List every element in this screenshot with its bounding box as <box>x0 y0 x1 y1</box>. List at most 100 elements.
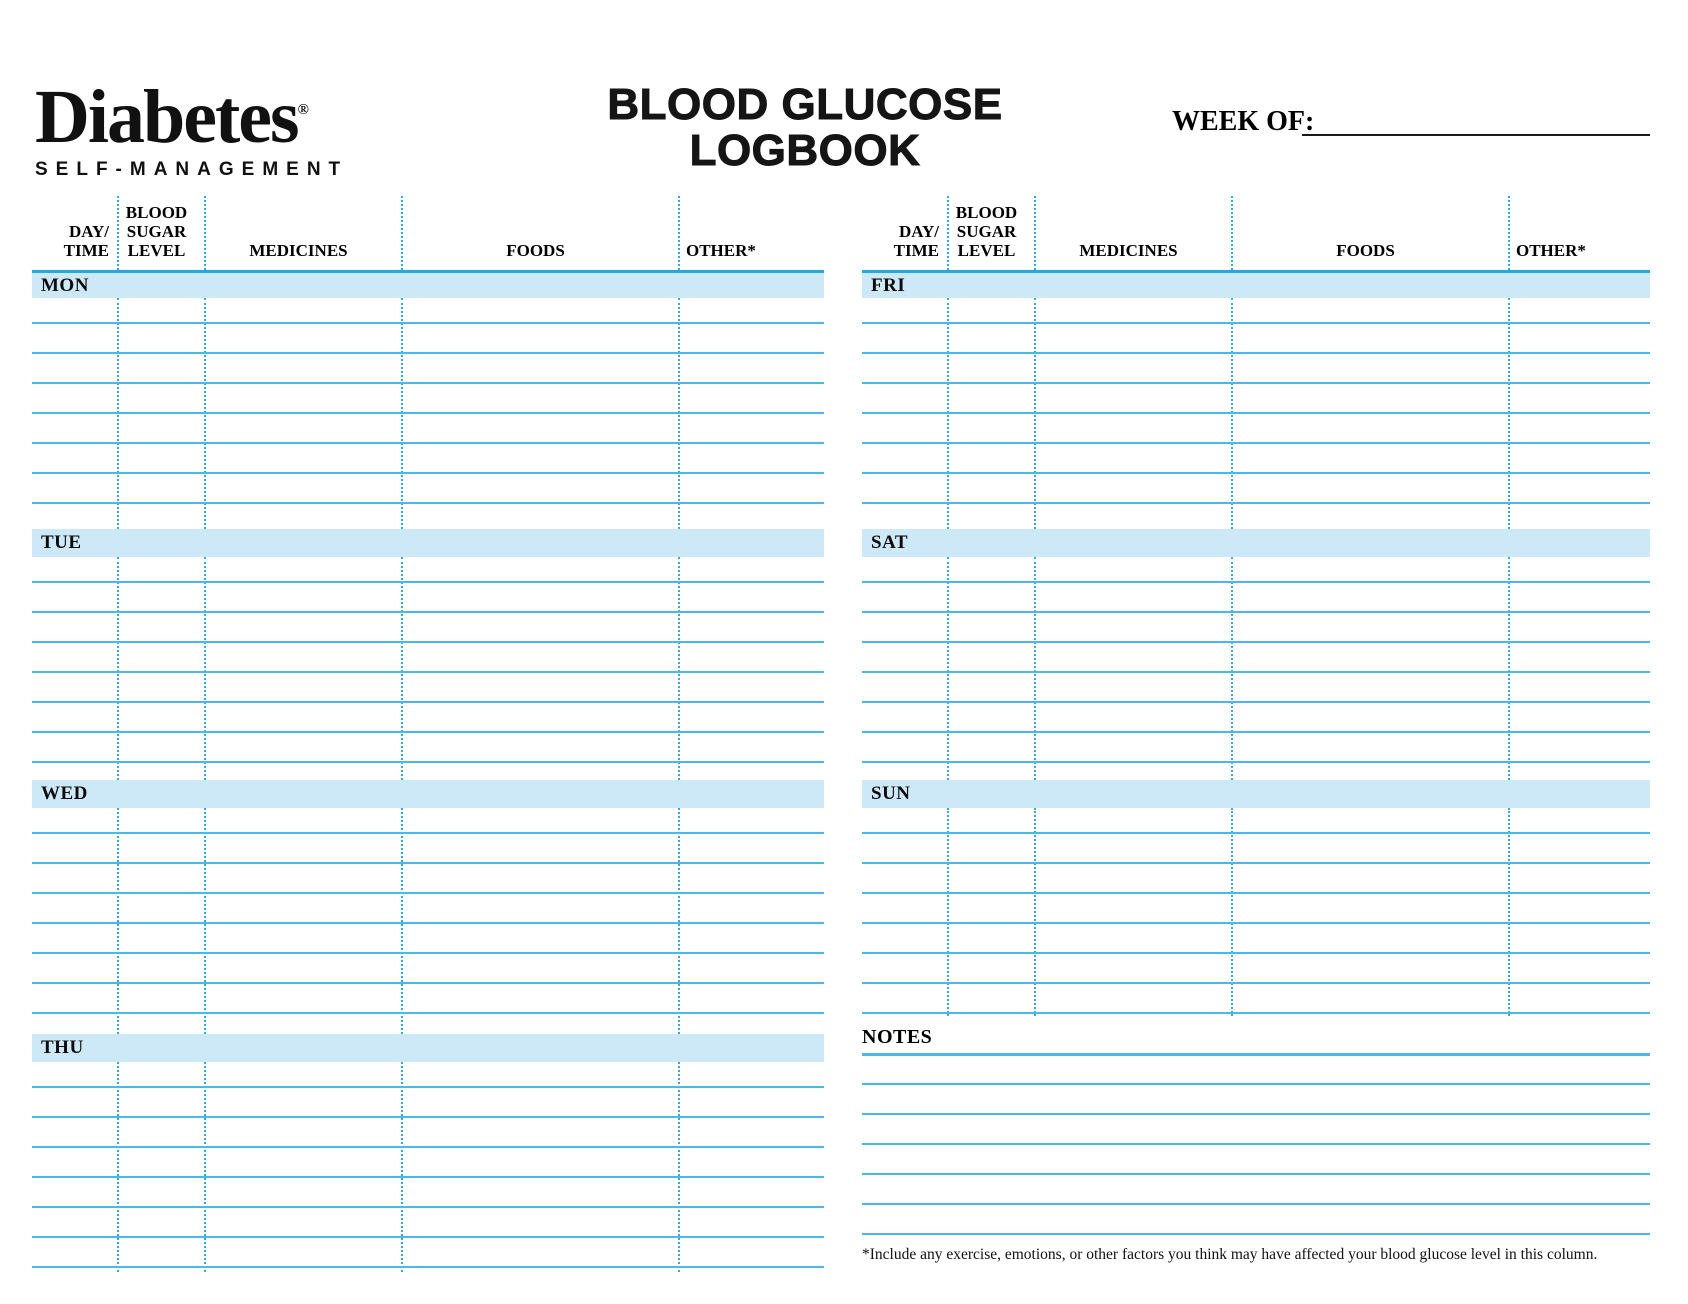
column-header-other: OTHER* <box>1516 196 1650 260</box>
column-header-text: SUGAR <box>126 222 187 241</box>
entry-row-line <box>32 701 824 703</box>
entry-row-line <box>862 952 1650 954</box>
day-bar-tue: TUE <box>32 529 824 557</box>
dotted-column-line <box>204 808 206 1034</box>
day-label-tue: TUE <box>41 532 82 553</box>
entry-row-line <box>862 442 1650 444</box>
entry-row-line <box>862 611 1650 613</box>
column-header-text: TIME <box>63 241 109 260</box>
day-section-wed: WED <box>32 780 824 1014</box>
dotted-column-line <box>401 1062 403 1272</box>
day-bar-sun: SUN <box>862 780 1650 808</box>
dotted-column-line <box>947 557 949 780</box>
day-label-sun: SUN <box>871 783 911 804</box>
dotted-column-line <box>117 1062 119 1272</box>
entry-row-line <box>862 892 1650 894</box>
diabetes-self-management-logo: Diabetes® SELF-MANAGEMENT <box>35 70 365 181</box>
column-header-medicines: MEDICINES <box>1034 196 1223 260</box>
entry-row-line <box>32 982 824 984</box>
column-header-foods: FOODS <box>1231 196 1500 260</box>
notes-row-line <box>862 1203 1650 1205</box>
entry-row-line <box>862 731 1650 733</box>
right-log-table: DAY/TIME BLOOD SUGAR LEVEL MEDICINES FOODS OTH… <box>862 0 1650 1304</box>
dotted-column-line <box>678 808 680 1034</box>
logo-wordmark: Diabetes® <box>35 70 365 157</box>
entry-row-line <box>32 862 824 864</box>
entry-row-line <box>32 611 824 613</box>
entry-row-line <box>862 701 1650 703</box>
dotted-column-line <box>947 808 949 1016</box>
day-section-thu: THU <box>32 1034 824 1268</box>
entry-row-line <box>32 1176 824 1178</box>
column-header-medicines: MEDICINES <box>204 196 393 260</box>
column-header-text: TIME <box>893 241 939 260</box>
day-label-wed: WED <box>41 783 88 804</box>
column-header-text: MEDICINES <box>249 241 348 260</box>
footnote: *Include any exercise, emotions, or othe… <box>862 1246 1598 1263</box>
dotted-column-line <box>204 557 206 780</box>
column-header-blood-sugar-level: BLOOD SUGAR LEVEL <box>947 196 1026 260</box>
logo-tagline: SELF-MANAGEMENT <box>35 159 349 180</box>
column-header-text: MEDICINES <box>1079 241 1178 260</box>
notes-row-line <box>862 1143 1650 1145</box>
day-section-sat: SAT <box>862 529 1650 763</box>
entry-row-line <box>32 1206 824 1208</box>
dotted-column-line <box>1034 196 1036 270</box>
day-section-mon: MON <box>32 270 824 504</box>
dotted-column-line <box>117 808 119 1034</box>
entry-row-line <box>32 1146 824 1148</box>
day-label-thu: THU <box>41 1037 84 1058</box>
entry-row-line <box>862 352 1650 354</box>
entry-row-line <box>32 322 824 324</box>
page-title: BLOOD GLUCOSE LOGBOOK <box>555 80 1055 175</box>
registered-trademark-icon: ® <box>297 102 309 118</box>
dotted-column-line <box>1034 557 1036 780</box>
dotted-column-line <box>678 557 680 780</box>
dotted-column-line <box>401 557 403 780</box>
dotted-column-line <box>204 1062 206 1272</box>
entry-row-line <box>862 761 1650 763</box>
day-section-sun: SUN <box>862 780 1650 1014</box>
column-header-text: BLOOD <box>125 203 188 222</box>
entry-row-line <box>32 1236 824 1238</box>
entry-row-line <box>862 581 1650 583</box>
column-header-day-time: DAY/TIME <box>32 196 109 260</box>
column-header-blood-sugar-level: BLOOD SUGAR LEVEL <box>117 196 196 260</box>
dotted-column-line <box>678 196 680 270</box>
day-label-sat: SAT <box>871 532 909 553</box>
entry-row-line <box>32 472 824 474</box>
day-bar-sat: SAT <box>862 529 1650 557</box>
column-header-text: DAY/ <box>899 222 939 241</box>
day-bar-thu: THU <box>32 1034 824 1062</box>
week-of-label: WEEK OF: <box>1172 106 1315 137</box>
left-log-table: DAY/TIME BLOOD SUGAR LEVEL MEDICINES FOODS OTH… <box>32 0 824 1304</box>
column-header-text: LEVEL <box>957 241 1016 260</box>
entry-row-line <box>862 1012 1650 1014</box>
column-header-text: OTHER* <box>686 241 756 260</box>
page-title-line2: LOGBOOK <box>689 126 921 175</box>
day-bar-wed: WED <box>32 780 824 808</box>
entry-row-line <box>862 382 1650 384</box>
page-title-line1: BLOOD GLUCOSE <box>607 80 1003 129</box>
dotted-column-line <box>1231 196 1233 270</box>
week-of-blank-line <box>1302 134 1650 136</box>
entry-row-line <box>862 832 1650 834</box>
column-header-foods: FOODS <box>401 196 670 260</box>
logo-text: Diabetes <box>35 75 300 159</box>
day-label-mon: MON <box>41 274 89 296</box>
entry-row-line <box>862 922 1650 924</box>
entry-row-line <box>32 412 824 414</box>
dotted-column-line <box>947 196 949 270</box>
entry-row-line <box>862 502 1650 504</box>
column-header-other: OTHER* <box>686 196 824 260</box>
entry-row-line <box>862 641 1650 643</box>
dotted-column-line <box>1231 557 1233 780</box>
column-header-day-time: DAY/TIME <box>862 196 939 260</box>
dotted-column-line <box>1508 196 1510 270</box>
dotted-column-line <box>117 557 119 780</box>
column-header-text: LEVEL <box>127 241 186 260</box>
entry-row-line <box>32 641 824 643</box>
entry-row-line <box>862 862 1650 864</box>
entry-row-line <box>32 731 824 733</box>
